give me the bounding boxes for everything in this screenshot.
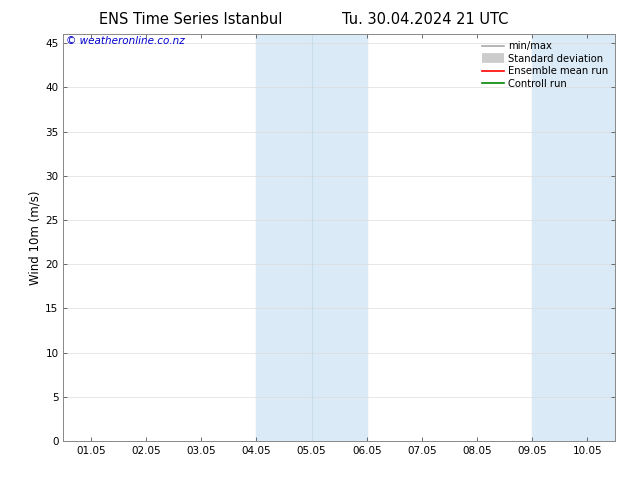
Y-axis label: Wind 10m (m/s): Wind 10m (m/s) xyxy=(28,191,41,285)
Bar xyxy=(533,34,615,441)
Text: Tu. 30.04.2024 21 UTC: Tu. 30.04.2024 21 UTC xyxy=(342,12,508,27)
Text: ENS Time Series Istanbul: ENS Time Series Istanbul xyxy=(98,12,282,27)
Text: © weatheronline.co.nz: © weatheronline.co.nz xyxy=(66,36,185,47)
Legend: min/max, Standard deviation, Ensemble mean run, Controll run: min/max, Standard deviation, Ensemble me… xyxy=(480,39,610,91)
Bar xyxy=(256,34,367,441)
